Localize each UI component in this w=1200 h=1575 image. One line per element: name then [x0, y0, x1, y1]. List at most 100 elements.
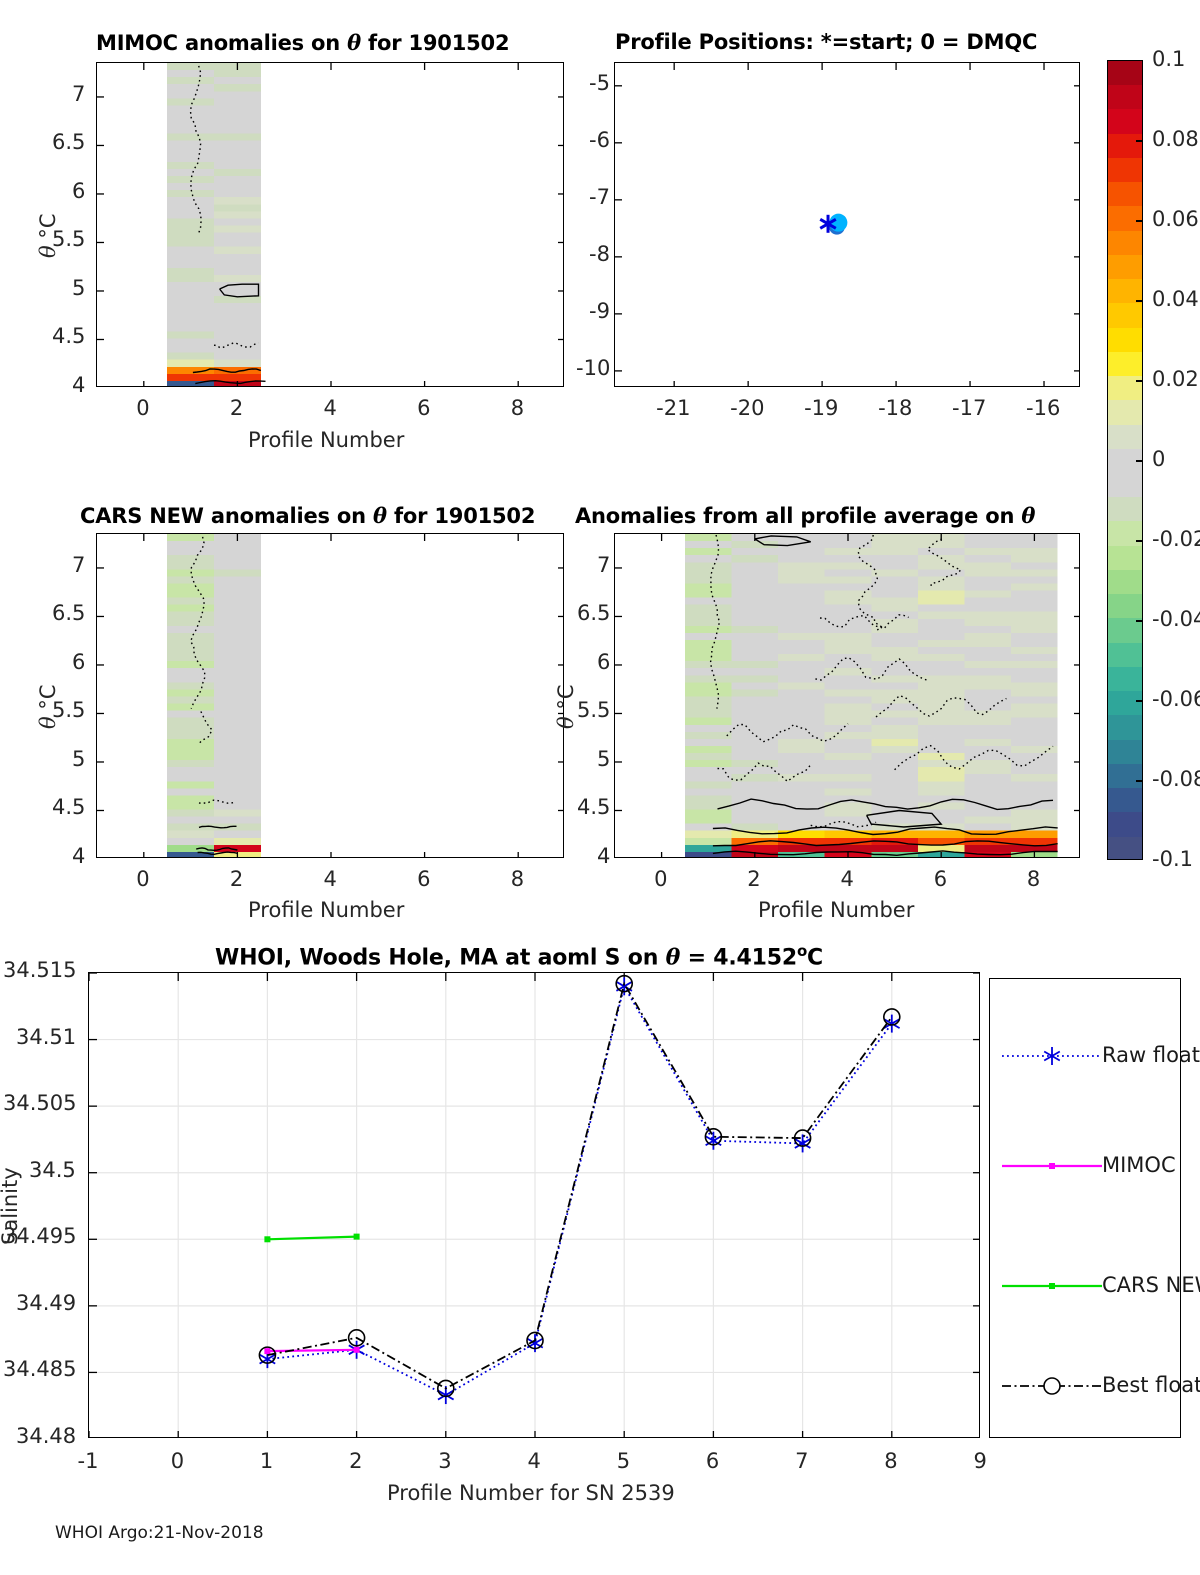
cars-panel-title: CARS NEW anomalies on θ for 1901502 — [80, 503, 535, 528]
salinity-tick-label-y: 34.485 — [3, 1357, 77, 1382]
colorbar-segment — [1108, 521, 1142, 546]
axis-tick-label-y: 4.5 — [52, 795, 86, 820]
axis-tick-label-x: 2 — [747, 867, 761, 891]
legend-sample-2 — [1002, 1283, 1102, 1289]
axis-tick-label-x: 2 — [229, 396, 244, 420]
mimoc-contour-canvas — [97, 63, 563, 386]
axis-tick-label-x: 6 — [417, 867, 431, 891]
map-tick-label-y: -7 — [589, 184, 610, 209]
colorbar-segment — [1108, 836, 1142, 859]
theta-symbol: θ — [347, 30, 361, 55]
colorbar-segment — [1108, 594, 1142, 619]
axis-tick-label-y: 4 — [72, 844, 86, 868]
map-tick-label-y: -6 — [589, 127, 610, 152]
axis-tick-label-y: 5 — [72, 275, 86, 300]
salinity-plot — [88, 972, 980, 1438]
colorbar-tickmark — [1136, 220, 1143, 222]
axis-tick-label-y: 7 — [72, 552, 86, 577]
map-tick-label-y: -5 — [589, 70, 610, 95]
cars-new-anomalies-plot — [96, 533, 564, 858]
colorbar-tick-label: 0.04 — [1152, 287, 1199, 311]
figure-footer: WHOI Argo:21-Nov-2018 — [55, 1523, 264, 1543]
map-tick-label-y: -9 — [589, 298, 610, 323]
colorbar-segment — [1108, 206, 1142, 231]
colorbar-segment — [1108, 545, 1142, 570]
legend-item-cars-new[interactable]: CARS NEW — [990, 1271, 1200, 1301]
colorbar-segment — [1108, 327, 1142, 352]
colorbar-tickmark — [1136, 140, 1143, 142]
colorbar-segment — [1108, 666, 1142, 692]
colorbar-segment — [1108, 182, 1142, 207]
map-tick-label-x: -21 — [656, 396, 691, 420]
salinity-tick-label-y: 34.495 — [3, 1224, 77, 1249]
axis-tick-label-x: 4 — [840, 867, 854, 891]
map-tick-label-x: -18 — [878, 396, 913, 420]
salinity-tick-label-x: 6 — [705, 1449, 720, 1473]
axis-tick-label-x: 2 — [229, 867, 244, 891]
axis-tick-label-y: 6.5 — [52, 601, 86, 626]
legend-label: Raw float — [1102, 1043, 1200, 1067]
axis-tick-label-y: 4 — [597, 844, 611, 868]
salinity-tick-label-y: 34.48 — [16, 1424, 77, 1448]
legend-item-best-float[interactable]: Best float — [990, 1371, 1200, 1401]
axis-tick-label-y: 4.5 — [52, 324, 86, 349]
legend-item-mimoc[interactable]: MIMOC — [990, 1151, 1180, 1181]
allprofile-contour-canvas — [615, 534, 1079, 857]
salinity-panel-title: WHOI, Woods Hole, MA at aoml S on θ = 4.… — [215, 942, 823, 971]
axis-tick-label-x: 8 — [510, 867, 525, 891]
colorbar-segment — [1108, 497, 1142, 522]
colorbar-tickmark — [1136, 380, 1143, 382]
salinity-tick-label-y: 34.5 — [29, 1157, 76, 1182]
colorbar-segment — [1108, 133, 1142, 158]
allprofile-title-text: Anomalies from all profile average on — [575, 504, 1022, 528]
colorbar-tick-label: -0.08 — [1152, 767, 1200, 791]
legend-label: Best float — [1102, 1373, 1200, 1397]
colorbar-segment — [1108, 157, 1142, 183]
salinity-tick-label-y: 34.505 — [3, 1091, 77, 1116]
legend-sample-0 — [1002, 1047, 1102, 1065]
axis-tick-label-y: 4.5 — [577, 795, 611, 820]
axis-tick-label-y: 7 — [72, 81, 86, 106]
colorbar-segment — [1108, 618, 1142, 643]
colorbar-tick-label: -0.1 — [1152, 847, 1193, 871]
colorbar-segment — [1108, 715, 1142, 740]
salinity-tick-label-x: 0 — [170, 1449, 185, 1473]
map-tick-label-x: -20 — [730, 396, 765, 420]
colorbar-tick-label: 0.1 — [1152, 47, 1186, 71]
colorbar-segment — [1108, 788, 1142, 813]
legend-item-raw-float[interactable]: Raw float — [990, 1041, 1200, 1071]
axis-tick-label-x: 6 — [933, 867, 948, 891]
salinity-tick-label-x: 9 — [973, 1449, 987, 1473]
map-tick-label-x: -17 — [952, 396, 987, 420]
profile-positions-map — [614, 62, 1080, 387]
colorbar-segment — [1108, 691, 1142, 716]
allprofile-panel-title: Anomalies from all profile average on θ — [575, 503, 1035, 528]
axis-tick-label-x: 8 — [1026, 867, 1041, 891]
colorbar-segment — [1108, 254, 1142, 280]
colorbar-segment — [1108, 472, 1142, 498]
axis-tick-label-x: 0 — [136, 867, 150, 891]
cars-contour-canvas — [97, 534, 563, 857]
theta-symbol: θ — [1021, 503, 1036, 528]
axis-tick-label-y: 6.5 — [52, 130, 86, 155]
axis-tick-label-y: 6 — [72, 178, 86, 203]
axis-tick-label-y: 5.5 — [52, 698, 86, 723]
colorbar-tickmark — [1136, 780, 1143, 782]
map-tick-label-y: -10 — [576, 355, 611, 380]
all-profile-average-anomalies-plot — [614, 533, 1080, 858]
axis-tick-label-x: 4 — [323, 396, 337, 420]
salinity-tick-label-x: 8 — [884, 1449, 898, 1473]
axis-tick-label-x: 0 — [136, 396, 150, 420]
axis-tick-label-x: 0 — [654, 867, 668, 891]
allprofile-ylabel: θ °C — [554, 684, 578, 730]
salinity-tick-label-x: 2 — [349, 1449, 363, 1473]
colorbar-tick-label: -0.04 — [1152, 607, 1200, 631]
axis-tick-label-x: 8 — [510, 396, 525, 420]
salinity-tick-label-x: 7 — [795, 1449, 809, 1473]
cars-title-text-b: for 1901502 — [386, 504, 536, 528]
colorbar-segment — [1108, 424, 1142, 449]
salinity-tick-label-y: 34.515 — [3, 958, 77, 982]
map-tick-label-y: -8 — [589, 241, 610, 266]
salinity-tick-label-y: 34.51 — [16, 1024, 77, 1049]
colorbar-segment — [1108, 230, 1142, 255]
